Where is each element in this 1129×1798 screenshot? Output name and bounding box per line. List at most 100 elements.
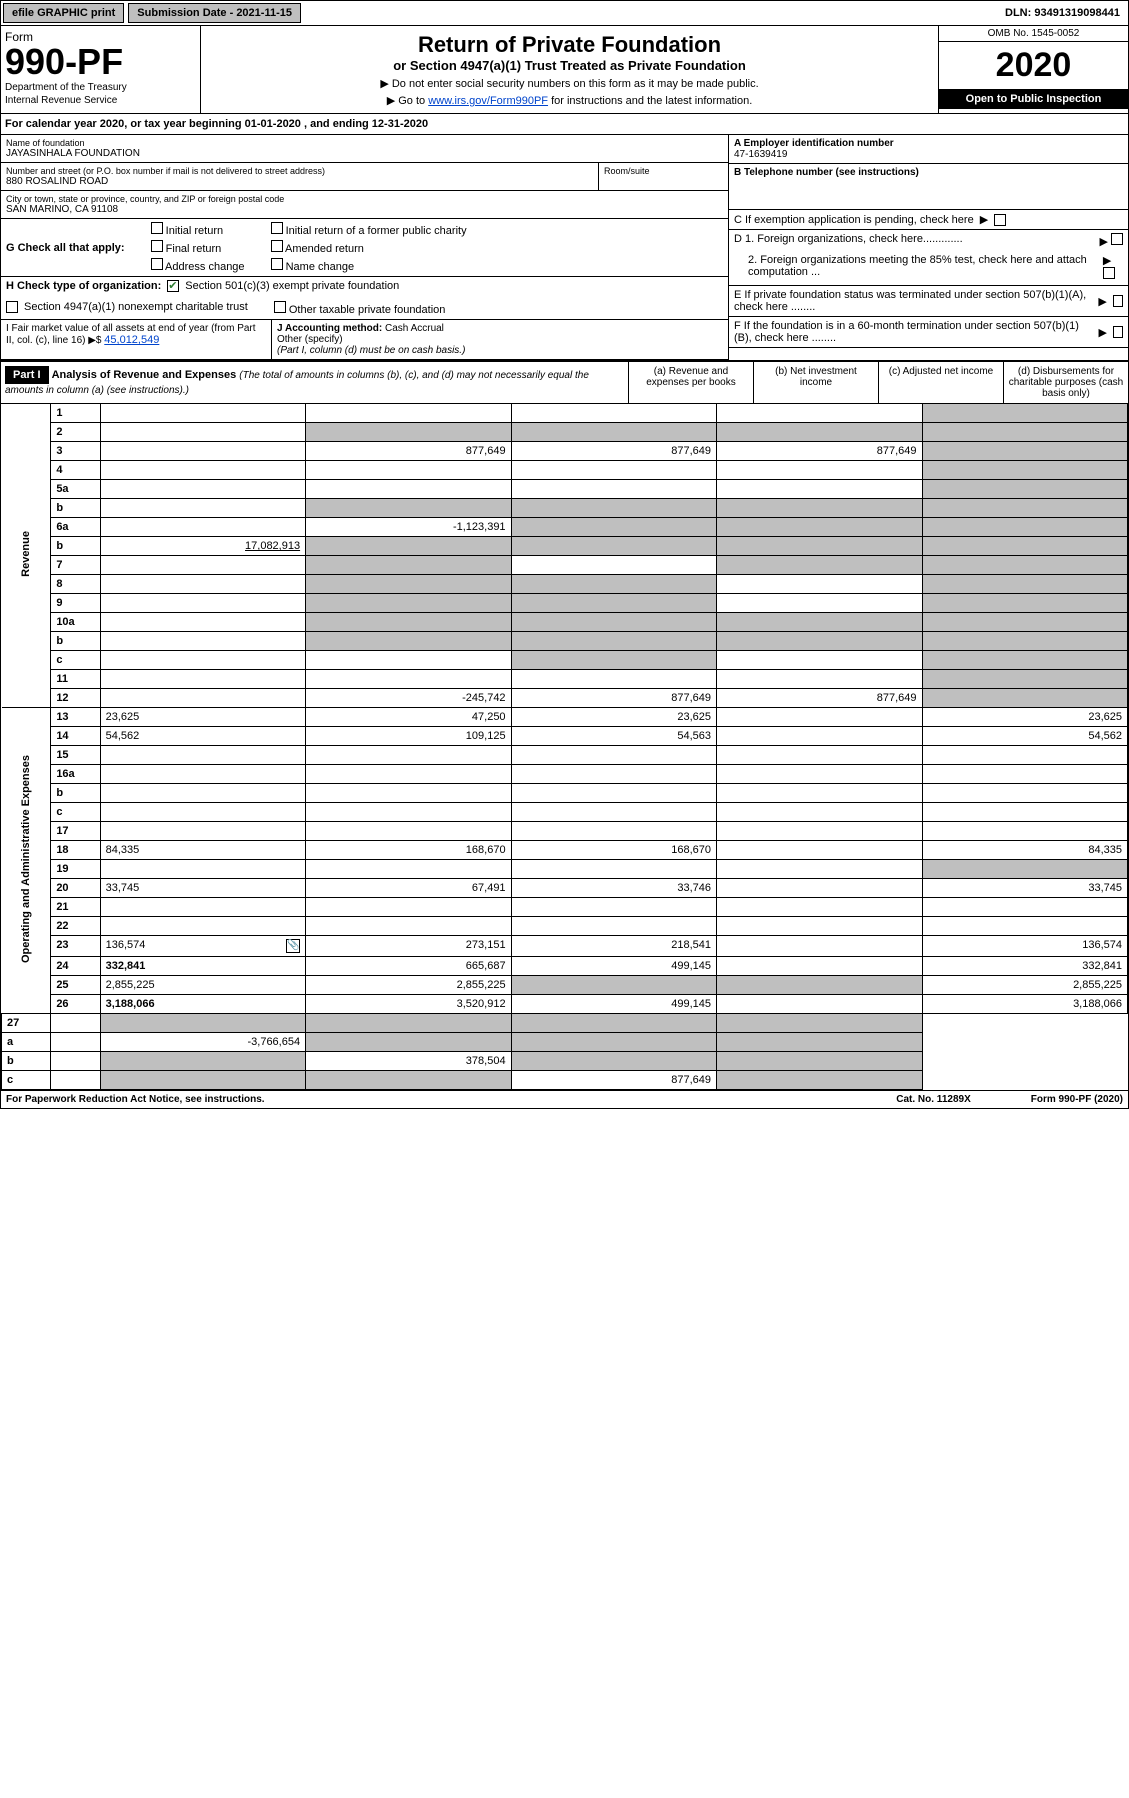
line-number: 5a xyxy=(51,480,100,499)
table-row: 17 xyxy=(2,822,1128,841)
line-number: 10a xyxy=(51,613,100,632)
line-description: 23,625 xyxy=(100,708,305,727)
line-description xyxy=(100,423,305,442)
table-row: 2033,74567,49133,74633,745 xyxy=(2,879,1128,898)
line-number: b xyxy=(51,784,100,803)
cell-col-b xyxy=(511,423,716,442)
dept-treasury: Department of the Treasury xyxy=(5,82,196,93)
60-month-checkbox[interactable] xyxy=(1113,326,1123,338)
address-change-checkbox[interactable] xyxy=(151,258,163,270)
cell-col-d xyxy=(922,632,1128,651)
cell-col-d: 136,574 xyxy=(922,936,1128,957)
cell-col-b xyxy=(511,917,716,936)
table-row: 8 xyxy=(2,575,1128,594)
table-row: 10a xyxy=(2,613,1128,632)
cell-col-a: 67,491 xyxy=(306,879,511,898)
irs-link[interactable]: www.irs.gov/Form990PF xyxy=(428,95,548,107)
line-number: 1 xyxy=(51,404,100,423)
line-description xyxy=(100,556,305,575)
cell-col-b xyxy=(511,860,716,879)
exemption-pending-checkbox[interactable] xyxy=(994,214,1006,226)
table-row: 11 xyxy=(2,670,1128,689)
cell-col-b: 877,649 xyxy=(511,689,716,708)
cell-col-c xyxy=(717,917,922,936)
cell-col-b xyxy=(511,898,716,917)
4947a1-checkbox[interactable] xyxy=(6,301,18,313)
line-description: 136,574📎 xyxy=(100,936,305,957)
cell-col-b xyxy=(511,746,716,765)
cell-col-c xyxy=(717,727,922,746)
line-description xyxy=(100,461,305,480)
line-description: 3,188,066 xyxy=(100,995,305,1014)
cell-col-b: 499,145 xyxy=(511,995,716,1014)
cell-col-a xyxy=(306,803,511,822)
part1-title: Analysis of Revenue and Expenses xyxy=(52,369,237,381)
city-state-zip: SAN MARINO, CA 91108 xyxy=(6,204,723,215)
table-row: 16a xyxy=(2,765,1128,784)
table-row: 7 xyxy=(2,556,1128,575)
room-suite-cell: Room/suite xyxy=(598,163,728,191)
cell-col-a: -245,742 xyxy=(306,689,511,708)
final-return-checkbox[interactable] xyxy=(151,240,163,252)
foreign-org-checkbox[interactable] xyxy=(1111,233,1123,245)
cell-col-d xyxy=(922,480,1128,499)
form-header: Form 990-PF Department of the Treasury I… xyxy=(1,26,1128,114)
line-description xyxy=(100,518,305,537)
cell-col-b: 218,541 xyxy=(511,936,716,957)
line-description xyxy=(100,632,305,651)
fmv-value[interactable]: 45,012,549 xyxy=(104,334,159,346)
cell-col-c xyxy=(717,784,922,803)
calendar-year-line: For calendar year 2020, or tax year begi… xyxy=(1,114,1128,135)
cell-col-c xyxy=(717,898,922,917)
cell-col-a xyxy=(306,898,511,917)
cell-col-d: 2,855,225 xyxy=(922,976,1128,995)
line-number: 6a xyxy=(51,518,100,537)
501c3-checkbox[interactable] xyxy=(167,280,179,292)
initial-return-checkbox[interactable] xyxy=(151,222,163,234)
attachment-icon[interactable]: 📎 xyxy=(286,939,300,953)
section-f: F If the foundation is in a 60-month ter… xyxy=(729,317,1128,348)
cat-number: Cat. No. 11289X xyxy=(896,1094,970,1105)
cell-col-a xyxy=(306,404,511,423)
line-number: 14 xyxy=(51,727,100,746)
table-row: 3877,649877,649877,649 xyxy=(2,442,1128,461)
line-number: 8 xyxy=(51,575,100,594)
line-number: 22 xyxy=(51,917,100,936)
name-change-checkbox[interactable] xyxy=(271,258,283,270)
cell-col-b: 23,625 xyxy=(511,708,716,727)
cell-col-c xyxy=(717,879,922,898)
cell-col-c xyxy=(717,423,922,442)
cell-col-c xyxy=(717,461,922,480)
line-number: 24 xyxy=(51,957,100,976)
table-row: 4 xyxy=(2,461,1128,480)
cell-col-a: -1,123,391 xyxy=(306,518,511,537)
table-row: b378,504 xyxy=(2,1052,1128,1071)
cell-col-d xyxy=(922,898,1128,917)
initial-former-checkbox[interactable] xyxy=(271,222,283,234)
line-number: 23 xyxy=(51,936,100,957)
efile-print-button[interactable]: efile GRAPHIC print xyxy=(3,3,124,23)
cell-col-c xyxy=(717,651,922,670)
table-row: Revenue1 xyxy=(2,404,1128,423)
line-number: 19 xyxy=(51,860,100,879)
cell-col-a xyxy=(306,651,511,670)
amended-return-checkbox[interactable] xyxy=(271,240,283,252)
cell-col-a xyxy=(306,594,511,613)
cell-col-d: 54,562 xyxy=(922,727,1128,746)
cell-col-a xyxy=(306,860,511,879)
other-taxable-checkbox[interactable] xyxy=(274,301,286,313)
street-address: 880 ROSALIND ROAD xyxy=(6,176,593,187)
table-row: 1454,562109,12554,56354,562 xyxy=(2,727,1128,746)
foreign-85-checkbox[interactable] xyxy=(1103,267,1115,279)
line-number: 18 xyxy=(51,841,100,860)
cell-col-c xyxy=(717,765,922,784)
cell-col-a: 3,520,912 xyxy=(306,995,511,1014)
cell-col-a xyxy=(306,765,511,784)
cell-col-b xyxy=(511,670,716,689)
cell-col-d xyxy=(717,1071,922,1090)
status-terminated-checkbox[interactable] xyxy=(1113,295,1123,307)
line-number: b xyxy=(51,499,100,518)
cell-col-d xyxy=(922,746,1128,765)
line-number: b xyxy=(51,632,100,651)
cell-col-d xyxy=(922,917,1128,936)
